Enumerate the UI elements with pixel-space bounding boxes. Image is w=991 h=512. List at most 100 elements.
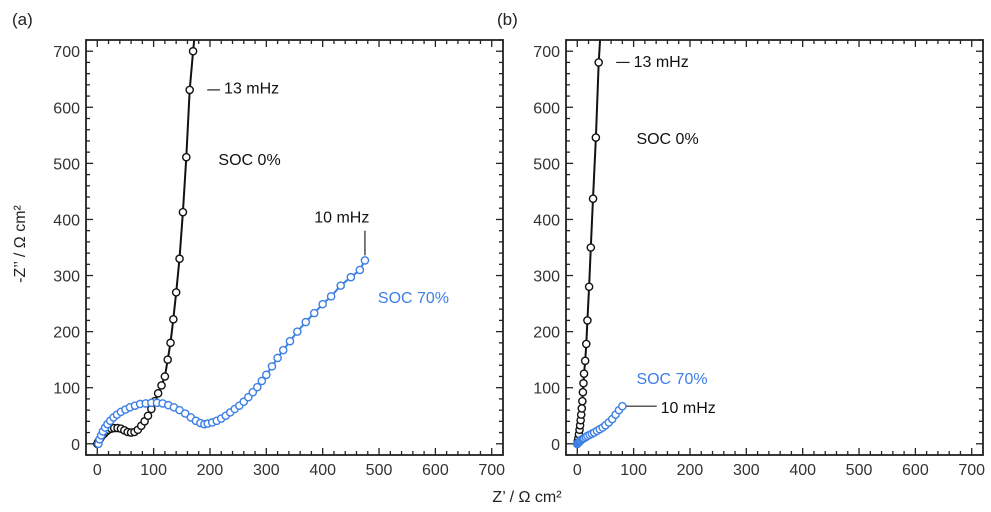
data-point	[578, 387, 588, 397]
x-tick-label: 200	[197, 462, 224, 479]
data-point	[182, 152, 191, 162]
data-point	[578, 396, 587, 406]
series-soc0	[572, 40, 603, 449]
x-tick-label: 300	[733, 462, 760, 479]
data-point	[583, 316, 592, 325]
x-tick-label: 0	[573, 462, 582, 479]
data-point	[591, 133, 601, 142]
x-tick-label: 700	[478, 462, 505, 479]
data-point	[577, 404, 587, 413]
x-tick-label: 100	[620, 462, 647, 479]
data-point	[588, 194, 598, 204]
data-point	[160, 372, 170, 381]
y-tick-label: 400	[533, 212, 560, 229]
data-point	[336, 281, 346, 290]
x-tick-label: 300	[253, 462, 280, 479]
panel-a: (a) 0 100 200 300 400 500 600 700 0 100 200 300 400 50…	[12, 10, 505, 479]
data-point	[180, 409, 190, 418]
x-tick-label: 500	[846, 462, 873, 479]
y-tick-label: 100	[533, 381, 560, 398]
data-point	[188, 46, 198, 56]
data-point	[579, 378, 588, 388]
annotation-label: 10 mHz	[661, 400, 716, 417]
axis-ticks	[565, 39, 984, 456]
data-point	[301, 317, 311, 327]
x-tick-label: 500	[366, 462, 393, 479]
data-point	[346, 272, 356, 282]
y-tick-label: 400	[53, 212, 80, 229]
y-tick-label: 500	[533, 156, 560, 173]
data-point	[326, 291, 336, 301]
panel-label: (a)	[12, 10, 33, 29]
data-point	[175, 254, 184, 264]
series-soc70	[572, 401, 627, 449]
data-point	[178, 207, 188, 217]
data-point	[285, 336, 295, 346]
data-point	[185, 85, 194, 95]
data-point	[360, 256, 370, 265]
y-tick-label: 700	[533, 44, 560, 61]
data-point	[171, 288, 181, 297]
panel-label: (b)	[497, 10, 518, 29]
data-point	[293, 327, 302, 336]
y-tick-label: 600	[53, 100, 80, 117]
data-point	[318, 299, 327, 309]
data-point	[580, 356, 590, 366]
annotation-label: 13 mHz	[634, 54, 689, 71]
x-tick-label: 700	[958, 462, 985, 479]
data-point	[169, 314, 178, 324]
data-point	[253, 382, 262, 392]
y-tick-label: 700	[53, 44, 80, 61]
x-tick-label: 600	[902, 462, 929, 479]
y-tick-label: 300	[533, 269, 560, 286]
x-tick-label: 600	[422, 462, 449, 479]
data-point	[278, 345, 288, 355]
plot-frame	[565, 39, 984, 456]
data-point	[267, 362, 277, 371]
annotation-label: 10 mHz	[314, 210, 369, 227]
annotation-label: SOC 0%	[218, 152, 280, 169]
data-point	[273, 353, 282, 363]
series-line	[96, 40, 196, 445]
series-soc0	[92, 40, 198, 449]
x-axis-title: Z’ / Ω cm²	[492, 489, 562, 506]
data-point	[618, 401, 627, 411]
annotation-label: SOC 70%	[636, 371, 707, 388]
y-tick-label: 0	[71, 437, 80, 454]
annotation-label: 13 mHz	[224, 81, 279, 98]
x-tick-label: 400	[309, 462, 336, 479]
y-tick-label: 0	[551, 437, 560, 454]
y-tick-label: 300	[53, 269, 80, 286]
y-tick-label: 200	[53, 325, 80, 342]
y-tick-label: 100	[53, 381, 80, 398]
data-point	[262, 370, 271, 380]
data-point	[581, 339, 591, 349]
data-point	[163, 355, 173, 364]
data-point	[309, 308, 319, 318]
y-tick-label: 500	[53, 156, 80, 173]
y-axis-title: -Z’’ / Ω cm²	[12, 204, 29, 282]
annotation-label: SOC 70%	[378, 290, 449, 307]
y-tick-label: 600	[533, 100, 560, 117]
panel-b: (b) 0 100 200 300 400 500 600 700 0 100 200 300 400 50…	[497, 10, 985, 479]
data-point	[579, 369, 589, 378]
data-point	[586, 243, 596, 252]
x-tick-label: 400	[789, 462, 816, 479]
data-point	[355, 265, 365, 275]
data-point	[143, 411, 153, 421]
data-point	[157, 381, 166, 390]
series-soc70	[94, 256, 370, 449]
data-point	[584, 282, 594, 292]
annotation-label: SOC 0%	[636, 131, 698, 148]
plot-frame	[85, 39, 504, 456]
data-point	[153, 389, 163, 398]
axis-ticks	[85, 39, 504, 456]
x-tick-label: 100	[140, 462, 167, 479]
x-tick-label: 0	[93, 462, 102, 479]
x-tick-label: 200	[677, 462, 704, 479]
data-point	[594, 58, 603, 67]
y-tick-label: 200	[533, 325, 560, 342]
data-point	[257, 376, 267, 386]
data-point	[166, 338, 175, 348]
